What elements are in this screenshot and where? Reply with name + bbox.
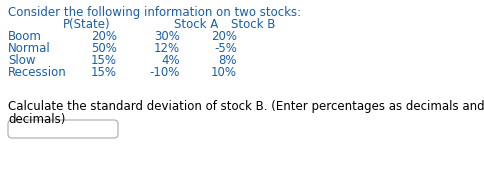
Text: 10%: 10% <box>211 66 237 79</box>
Text: 50%: 50% <box>91 42 117 55</box>
Text: 15%: 15% <box>91 54 117 67</box>
Text: -5%: -5% <box>213 42 237 55</box>
FancyBboxPatch shape <box>8 120 118 138</box>
Text: Normal: Normal <box>8 42 51 55</box>
Text: 20%: 20% <box>91 30 117 43</box>
Text: Recession: Recession <box>8 66 67 79</box>
Text: Stock B: Stock B <box>230 18 275 31</box>
Text: 8%: 8% <box>218 54 237 67</box>
Text: Stock A: Stock A <box>174 18 218 31</box>
Text: 15%: 15% <box>91 66 117 79</box>
Text: Calculate the standard deviation of stock B. (Enter percentages as decimals and : Calculate the standard deviation of stoc… <box>8 100 484 113</box>
Text: -10%: -10% <box>150 66 180 79</box>
Text: Consider the following information on two stocks:: Consider the following information on tw… <box>8 6 301 19</box>
Text: decimals): decimals) <box>8 113 65 126</box>
Text: 30%: 30% <box>154 30 180 43</box>
Text: 20%: 20% <box>211 30 237 43</box>
Text: Slow: Slow <box>8 54 35 67</box>
Text: Boom: Boom <box>8 30 42 43</box>
Text: 4%: 4% <box>161 54 180 67</box>
Text: P(State): P(State) <box>63 18 110 31</box>
Text: 12%: 12% <box>153 42 180 55</box>
